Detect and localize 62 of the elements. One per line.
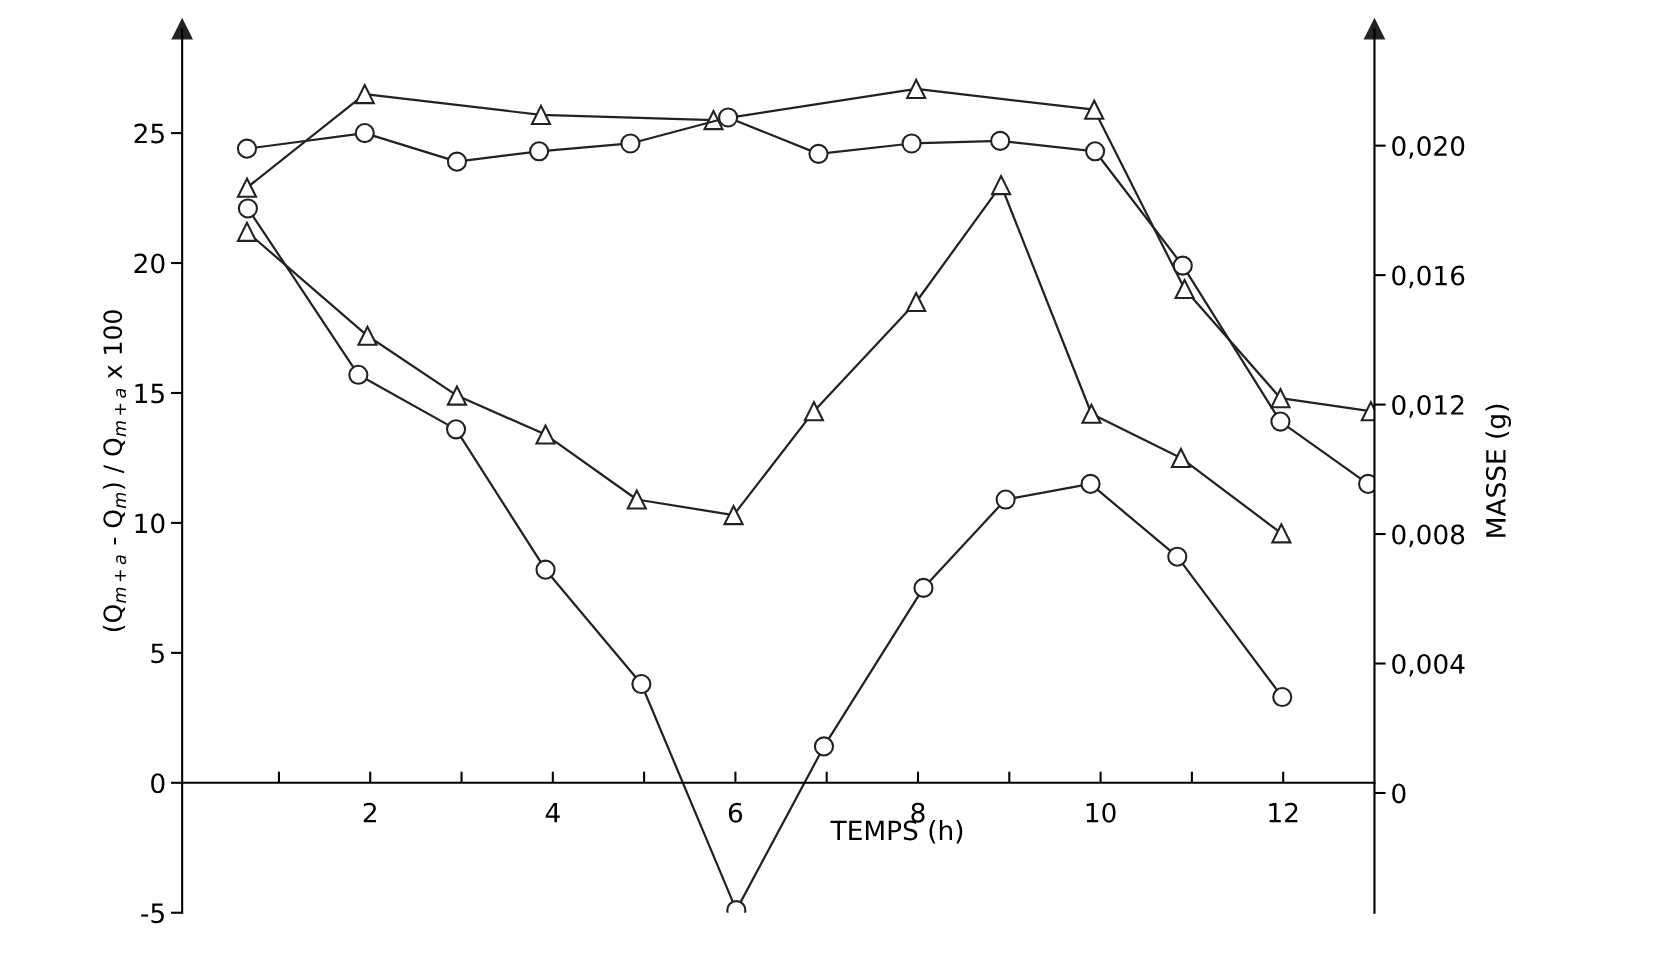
- point: [718, 107, 739, 128]
- point: [354, 84, 375, 105]
- point: [445, 419, 467, 440]
- point: [1170, 447, 1191, 469]
- point: [626, 489, 647, 510]
- point: [1080, 473, 1101, 494]
- point: [995, 489, 1016, 510]
- y-tick-label: 25: [134, 123, 164, 144]
- point: [530, 104, 552, 125]
- point: [237, 198, 258, 219]
- point: [236, 221, 258, 242]
- point: [348, 364, 369, 385]
- y-tick-label: -5: [141, 903, 164, 924]
- point: [1167, 546, 1188, 567]
- point: [1271, 523, 1292, 544]
- x-tick-label: 10: [1086, 802, 1116, 823]
- y-tick-label: 20: [134, 253, 165, 274]
- x-tick-label: 6: [728, 802, 743, 823]
- x-tick-label: 12: [1269, 802, 1298, 823]
- y2-tick-label: 0,008: [1392, 524, 1465, 548]
- y-tick-label: 10: [135, 513, 165, 534]
- point: [1174, 278, 1195, 300]
- point: [1270, 411, 1291, 432]
- point: [529, 141, 550, 162]
- point: [535, 559, 556, 580]
- y-tick-label: 0: [151, 773, 165, 794]
- point: [620, 133, 641, 154]
- point: [1172, 255, 1193, 276]
- x-tick-label: 4: [545, 803, 560, 823]
- point: [813, 736, 835, 757]
- y2-tick-label: 0,004: [1392, 653, 1465, 677]
- y2-tick-label: 0,020: [1392, 136, 1465, 159]
- point: [723, 505, 744, 526]
- point: [236, 138, 258, 159]
- point: [1272, 686, 1293, 708]
- point: [1085, 141, 1106, 162]
- y2-axis-title: MASSE (g): [1485, 404, 1511, 537]
- x-tick-label: 2: [363, 802, 376, 823]
- point: [1270, 388, 1291, 409]
- point: [446, 151, 468, 172]
- y-tick-label: 15: [135, 383, 164, 404]
- y-tick-label: 5: [151, 643, 164, 664]
- point: [236, 177, 258, 198]
- point: [990, 130, 1011, 151]
- point: [901, 133, 922, 154]
- point: [803, 401, 824, 422]
- y2-tick-label: 0: [1392, 783, 1406, 804]
- point: [1084, 99, 1105, 120]
- y2-tick-label: 0,016: [1392, 265, 1465, 289]
- point: [913, 577, 934, 598]
- y2-tick-label: 0,012: [1392, 395, 1464, 418]
- point: [906, 291, 927, 313]
- point: [354, 123, 375, 144]
- point: [446, 385, 468, 406]
- point: [1081, 403, 1102, 424]
- point: [991, 174, 1012, 196]
- point: [906, 78, 927, 99]
- y-axis-title: (Q$_{m+a}$ - Q$_{m}$) / Q$_{m+a}$ x 100: [102, 310, 127, 632]
- point: [535, 424, 556, 445]
- point: [631, 673, 652, 695]
- point: [808, 143, 829, 164]
- point: [357, 325, 378, 346]
